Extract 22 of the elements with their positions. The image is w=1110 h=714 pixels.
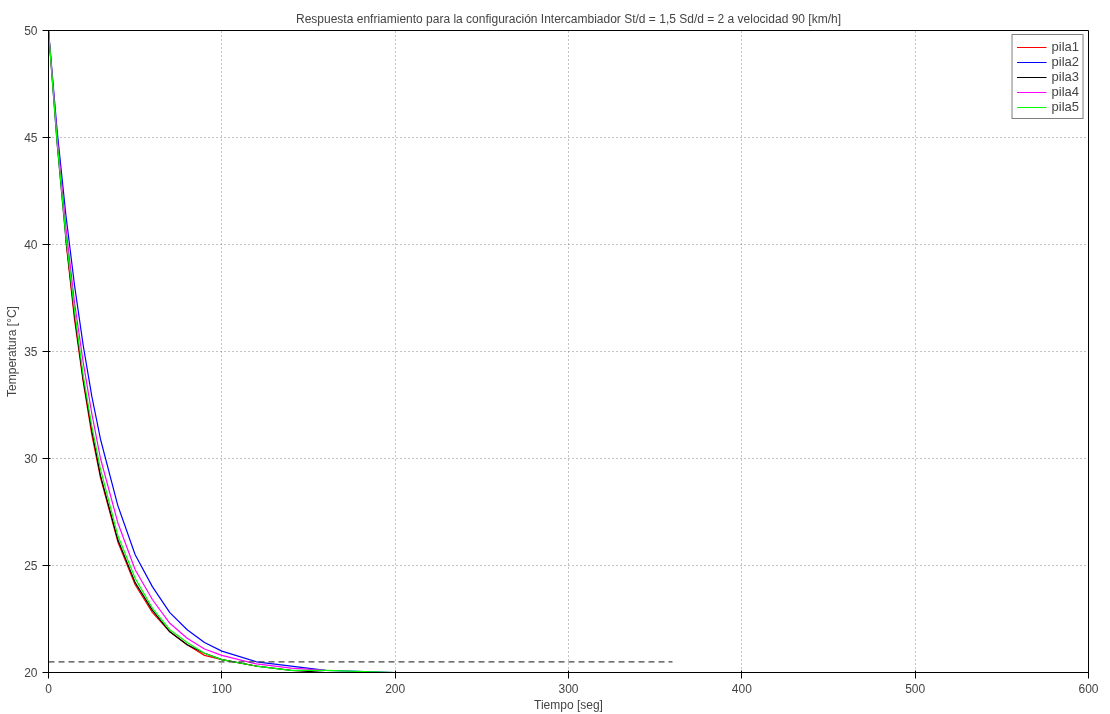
legend-label: pila4 bbox=[1051, 84, 1079, 99]
legend-label: pila5 bbox=[1051, 99, 1079, 114]
chart-title: Respuesta enfriamiento para la configuración Intercambiador St/d = 1,5 Sd/d = 2 a velocidad 90 [km/h] bbox=[296, 11, 842, 26]
x-tick-label: 100 bbox=[211, 681, 233, 696]
legend-label: pila3 bbox=[1051, 69, 1079, 84]
legend-label: pila2 bbox=[1051, 54, 1079, 69]
legend-label: pila1 bbox=[1051, 39, 1079, 54]
y-tick-label: 35 bbox=[24, 345, 38, 359]
y-tick-label: 45 bbox=[24, 131, 38, 145]
x-tick-label: 300 bbox=[558, 681, 579, 696]
y-tick-label: 30 bbox=[24, 452, 38, 466]
y-tick-label: 40 bbox=[24, 238, 38, 252]
x-tick-label: 600 bbox=[1078, 681, 1099, 696]
y-tick-label: 25 bbox=[24, 559, 38, 573]
y-tick-label: 20 bbox=[24, 666, 38, 680]
y-axis-title: Temperatura [°C] bbox=[5, 306, 20, 397]
x-tick-label: 0 bbox=[45, 681, 53, 696]
x-axis-title: Tiempo [seg] bbox=[534, 697, 603, 712]
x-tick-label: 400 bbox=[731, 681, 753, 696]
x-tick-label: 200 bbox=[385, 681, 406, 696]
y-tick-label: 50 bbox=[24, 24, 38, 38]
x-tick-label: 500 bbox=[905, 681, 926, 696]
